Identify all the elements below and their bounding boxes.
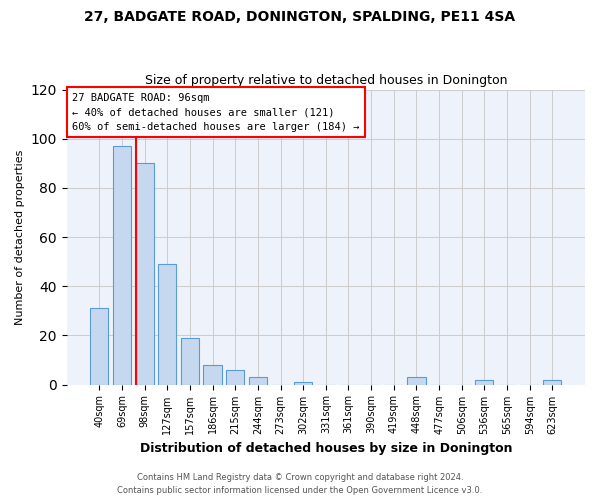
Text: 27, BADGATE ROAD, DONINGTON, SPALDING, PE11 4SA: 27, BADGATE ROAD, DONINGTON, SPALDING, P… [85,10,515,24]
Text: Contains HM Land Registry data © Crown copyright and database right 2024.
Contai: Contains HM Land Registry data © Crown c… [118,474,482,495]
Bar [136,164,154,384]
X-axis label: Distribution of detached houses by size in Donington: Distribution of detached houses by size … [140,442,512,455]
Bar [475,380,493,384]
Bar [544,380,562,384]
Bar [407,377,425,384]
Y-axis label: Number of detached properties: Number of detached properties [15,150,25,325]
Title: Size of property relative to detached houses in Donington: Size of property relative to detached ho… [145,74,507,87]
Bar [181,338,199,384]
Bar [294,382,312,384]
Bar [113,146,131,384]
Bar [226,370,244,384]
Bar [203,365,221,384]
Text: 27 BADGATE ROAD: 96sqm
← 40% of detached houses are smaller (121)
60% of semi-de: 27 BADGATE ROAD: 96sqm ← 40% of detached… [72,92,359,132]
Bar [90,308,109,384]
Bar [158,264,176,384]
Bar [249,377,267,384]
